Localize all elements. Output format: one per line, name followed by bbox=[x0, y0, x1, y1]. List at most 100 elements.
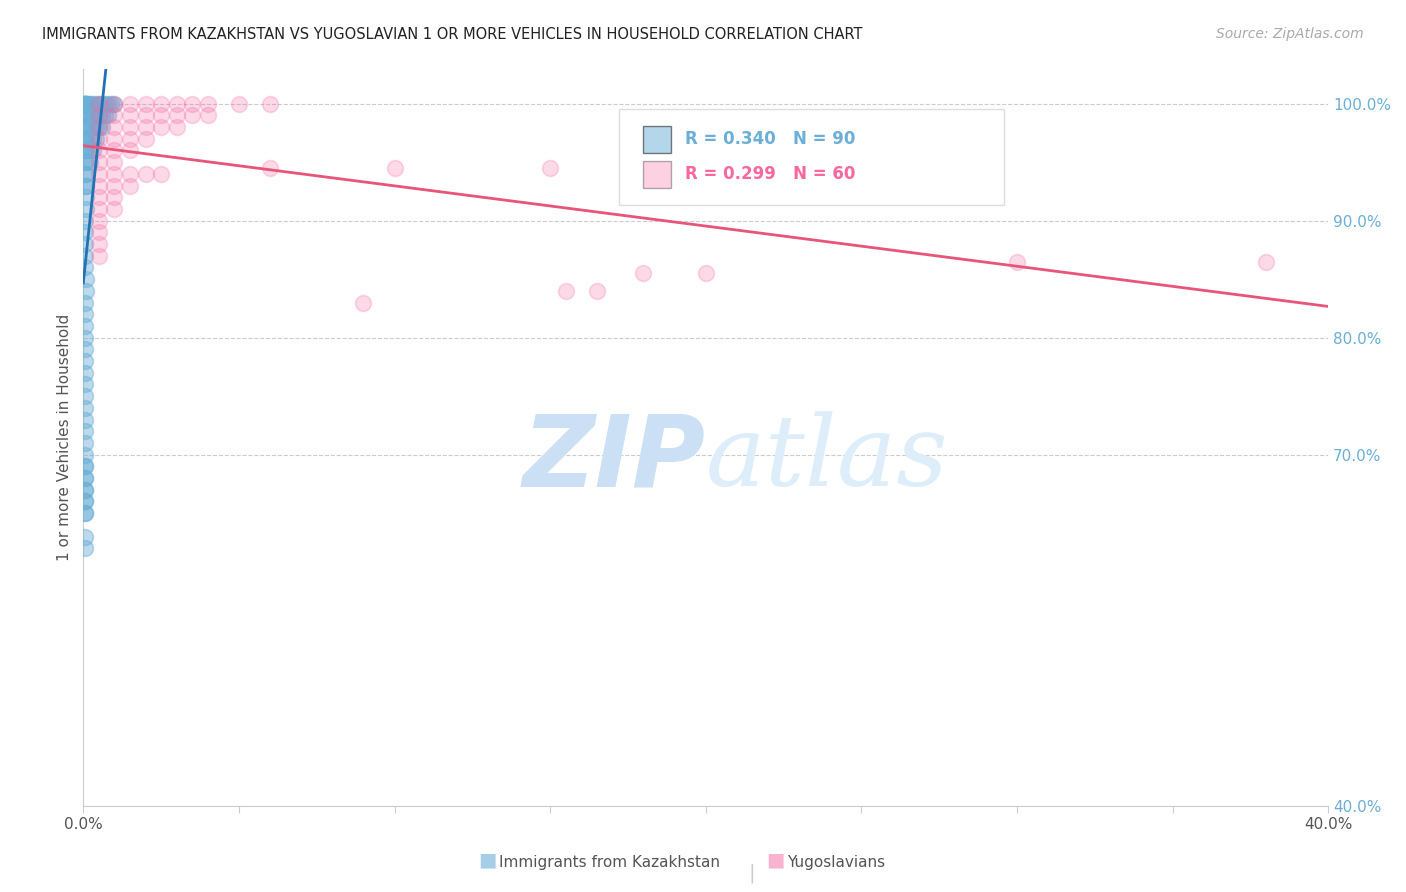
Point bbox=[79, 108, 101, 122]
Point bbox=[73, 471, 96, 485]
Point bbox=[79, 96, 101, 111]
Point bbox=[73, 366, 96, 380]
Point bbox=[73, 494, 96, 508]
Point bbox=[73, 225, 96, 239]
Point bbox=[259, 96, 281, 111]
Point bbox=[73, 424, 96, 438]
Point bbox=[695, 161, 717, 175]
Point bbox=[87, 190, 110, 204]
Point bbox=[73, 144, 96, 158]
Point bbox=[181, 96, 204, 111]
Point bbox=[554, 284, 576, 298]
Point bbox=[73, 96, 96, 111]
FancyBboxPatch shape bbox=[644, 161, 671, 188]
Text: R = 0.340   N = 90: R = 0.340 N = 90 bbox=[685, 129, 855, 147]
Point bbox=[103, 96, 125, 111]
Point bbox=[73, 412, 96, 426]
Point bbox=[75, 190, 97, 204]
Point bbox=[87, 249, 110, 263]
Point bbox=[73, 155, 96, 169]
Point bbox=[87, 155, 110, 169]
Point bbox=[73, 120, 96, 134]
Point bbox=[135, 167, 157, 181]
Point bbox=[91, 108, 114, 122]
Point bbox=[87, 213, 110, 227]
FancyBboxPatch shape bbox=[619, 109, 1004, 205]
Point bbox=[150, 108, 173, 122]
Point bbox=[1005, 254, 1028, 268]
Point bbox=[84, 108, 107, 122]
Point bbox=[73, 448, 96, 462]
Point bbox=[352, 295, 374, 310]
Point bbox=[94, 96, 117, 111]
Point bbox=[73, 237, 96, 252]
Point bbox=[585, 284, 607, 298]
Point bbox=[87, 132, 110, 146]
Point bbox=[87, 120, 110, 134]
Point bbox=[73, 96, 96, 111]
Point bbox=[73, 167, 96, 181]
Point bbox=[135, 132, 157, 146]
Text: Source: ZipAtlas.com: Source: ZipAtlas.com bbox=[1216, 27, 1364, 41]
Point bbox=[259, 161, 281, 175]
Point bbox=[118, 132, 141, 146]
Point bbox=[82, 120, 104, 134]
Point bbox=[75, 132, 97, 146]
Point bbox=[87, 237, 110, 252]
Point bbox=[73, 343, 96, 357]
Point bbox=[103, 190, 125, 204]
Point bbox=[73, 506, 96, 520]
Point bbox=[118, 120, 141, 134]
Point bbox=[79, 120, 101, 134]
Point bbox=[97, 96, 120, 111]
Point bbox=[87, 120, 110, 134]
Point bbox=[73, 318, 96, 333]
Point bbox=[87, 167, 110, 181]
Point bbox=[538, 161, 561, 175]
Point bbox=[197, 108, 219, 122]
Point bbox=[135, 108, 157, 122]
Point bbox=[135, 96, 157, 111]
Point bbox=[82, 96, 104, 111]
Point bbox=[73, 471, 96, 485]
Point bbox=[82, 108, 104, 122]
Point bbox=[73, 108, 96, 122]
Point bbox=[73, 436, 96, 450]
Point bbox=[103, 202, 125, 216]
Point bbox=[1254, 254, 1277, 268]
Text: ■: ■ bbox=[766, 851, 785, 870]
Point bbox=[73, 506, 96, 520]
Point bbox=[150, 120, 173, 134]
Point bbox=[384, 161, 406, 175]
Point bbox=[75, 96, 97, 111]
Point bbox=[97, 108, 120, 122]
Point bbox=[73, 389, 96, 403]
Point bbox=[103, 108, 125, 122]
Point bbox=[181, 108, 204, 122]
Point bbox=[79, 132, 101, 146]
Point bbox=[118, 108, 141, 122]
Text: IMMIGRANTS FROM KAZAKHSTAN VS YUGOSLAVIAN 1 OR MORE VEHICLES IN HOUSEHOLD CORREL: IMMIGRANTS FROM KAZAKHSTAN VS YUGOSLAVIA… bbox=[42, 27, 863, 42]
Point bbox=[87, 178, 110, 193]
Point bbox=[197, 96, 219, 111]
Point bbox=[75, 108, 97, 122]
Text: ■: ■ bbox=[478, 851, 496, 870]
Point bbox=[84, 96, 107, 111]
Point bbox=[73, 541, 96, 556]
Point bbox=[73, 120, 96, 134]
Point bbox=[103, 167, 125, 181]
Point bbox=[75, 272, 97, 286]
Point bbox=[75, 178, 97, 193]
Point bbox=[87, 108, 110, 122]
Point bbox=[100, 96, 122, 111]
Point bbox=[73, 213, 96, 227]
Point bbox=[79, 96, 101, 111]
Point bbox=[73, 459, 96, 474]
Point bbox=[73, 494, 96, 508]
Point bbox=[118, 178, 141, 193]
Point bbox=[103, 144, 125, 158]
Point bbox=[695, 266, 717, 280]
Y-axis label: 1 or more Vehicles in Household: 1 or more Vehicles in Household bbox=[58, 313, 72, 561]
Point bbox=[75, 178, 97, 193]
Point bbox=[73, 401, 96, 415]
